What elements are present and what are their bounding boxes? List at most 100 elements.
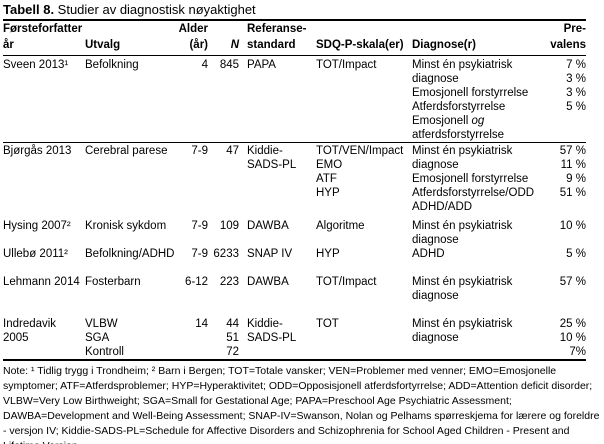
table-cell [3,72,85,86]
table-cell: VLBW [85,318,118,330]
table-cell [239,100,316,114]
table-cell [208,86,239,100]
table-cell [540,114,586,128]
table-cell: Lehmann 2014 [3,276,80,288]
header-cell: Utvalg [85,37,176,56]
table-cell [85,86,176,100]
table-cell: 57 % [540,142,586,158]
table-cell [85,233,176,247]
table-cell: 7 % [566,59,586,71]
table-cell [239,86,316,100]
table-cell [3,128,85,143]
table-cell [239,114,316,128]
table-footnote: Note: ¹ Tidlig trygg i Trondheim; ² Barn… [3,365,600,444]
table-cell [540,233,586,247]
table-cell: 3 % [566,73,586,85]
table-cell [239,289,316,303]
table-cell [208,72,239,86]
table-cell [176,114,208,128]
table-header: Førsteforfatter Alder Referanse- Pre-år Utva… [3,20,586,56]
header-cell: valens [540,37,586,56]
table-cell: 7-9 [191,220,208,232]
table-cell: Emosjonell forstyrrelse [412,87,529,99]
table-cell [176,186,208,200]
table-cell [316,86,412,100]
table-cell: 4 [201,59,208,71]
table-cell [316,233,412,247]
table-row: Ullebø 2011² Befolkning/ADHD 7-9 6233 SNAP I… [3,247,586,261]
table-cell [412,345,540,360]
diagnostic-accuracy-table: Førsteforfatter Alder Referanse- Pre-år Utva… [3,19,586,361]
table-cell: diagnose [412,290,459,302]
table-cell: 5 % [566,248,586,260]
table-cell: Minst én psykiatrisk [412,59,513,71]
table-cell [3,100,85,114]
table-cell: 223 [219,276,239,288]
table-cell: Kronisk sykdom [85,220,167,232]
table-row: Indredavik VLBW 14 44 Kiddie- TOT Minst én psy… [3,303,586,331]
table-cell [3,186,85,200]
table-cell: Atferdsforstyrrelse/ODD [412,187,535,199]
table-cell [316,200,412,214]
table-cell: Minst én psykiatrisk [412,318,513,330]
table-cell [3,114,85,128]
header-cell: Referanse- [247,23,307,35]
table-cell: 72 [226,346,239,358]
table-cell: SNAP IV [247,248,293,260]
table-cell [176,100,208,114]
table-cell [3,345,85,360]
table-cell: PAPA [247,59,276,71]
table-cell [3,200,85,214]
table-cell: 109 [219,220,239,232]
table-cell: ATF [316,173,337,185]
table-row: 2005 SGA 51 SADS-PL diagnose 10 % [3,331,586,345]
table-cell: diagnose [412,234,459,246]
table-cell: Befolkning/ADHD [85,248,175,260]
table-cell [316,114,412,128]
table-cell: 6233 [213,248,239,260]
table-cell: Minst én psykiatrisk [412,220,513,232]
table-row: HYP Atferdsforstyrrelse/ODD 51 % [3,186,586,200]
table-row: diagnose [3,233,586,247]
table-cell: 6-12 [184,276,208,288]
table-number-label: Tabell 8. [3,2,55,17]
table-cell: Indredavik [3,318,57,330]
table-cell [176,86,208,100]
header-row: Førsteforfatter Alder Referanse- Pre- [3,20,586,37]
table-cell: 47 [208,142,239,158]
table-row: Kontroll 72 7% [3,345,586,360]
table-cell [239,200,316,214]
table-cell: diagnose [412,73,459,85]
table-cell: 3 % [566,87,586,99]
table-row: ATF Emosjonell forstyrrelse 9 % [3,172,586,186]
table-cell [239,186,316,200]
table-cell: 51 % [559,187,586,199]
table-cell: Atferdsforstyrrelse [412,101,506,113]
table-cell: 51 [226,332,239,344]
table-row: diagnose [3,289,586,303]
table-row: ADHD/ADD [3,200,586,214]
table-cell [85,72,176,86]
table-cell [239,233,316,247]
table-cell [208,186,239,200]
table-cell [239,172,316,186]
table-cell: Emosjonell og [412,114,540,128]
table-cell: Ullebø 2011² [3,248,68,260]
table-cell: Sveen 2013¹ [3,59,69,71]
table-cell [316,345,412,360]
table-row: Atferdsforstyrrelse 5 % [3,100,586,114]
table-cell [316,100,412,114]
header-cell [85,20,176,37]
table-cell [176,233,208,247]
table-cell [239,345,316,360]
table-row: Emosjonell og [3,114,586,128]
table-cell: DAWBA [247,276,289,288]
table-cell [3,86,85,100]
table-row: atferdsforstyrrelse [3,128,586,143]
table-cell: Cerebral parese [85,142,176,158]
table-cell: 2005 [3,332,29,344]
table-cell: 14 [195,318,208,330]
table-cell: diagnose [412,159,459,171]
